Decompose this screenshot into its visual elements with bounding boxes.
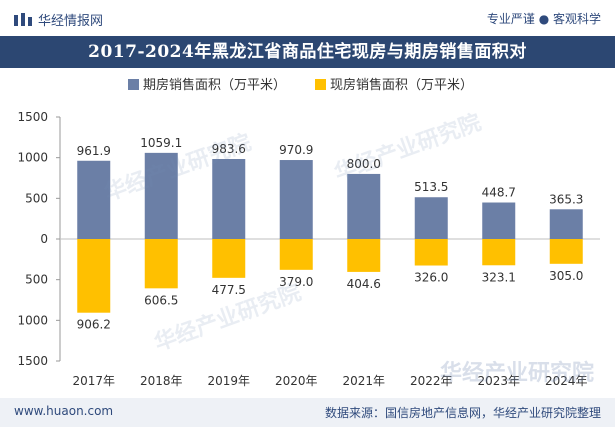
footer-source: 数据来源：国信房地产信息网，华经产业研究院整理 [324, 406, 601, 420]
legend-swatch-presale [128, 79, 139, 90]
bar-presale [279, 160, 313, 239]
y-tick-label: 1500 [17, 354, 48, 368]
slogan-b: 客观科学 [552, 12, 601, 26]
bar-completed [144, 239, 178, 289]
bar-presale [144, 152, 178, 239]
footer-website[interactable]: www.huaon.com [14, 404, 114, 418]
footer: www.huaon.com 数据来源：国信房地产信息网，华经产业研究院整理 [0, 398, 615, 427]
brand-name: 华经情报网 [38, 14, 104, 29]
x-tick-label: 2019年 [207, 374, 250, 388]
bar-presale [347, 173, 381, 239]
data-label-presale: 800.0 [347, 157, 381, 171]
bar-presale [549, 209, 583, 239]
bar-completed [482, 239, 516, 266]
bar-completed [549, 239, 583, 264]
bar-completed [347, 239, 381, 272]
top-bar: 华经情报网 专业严谨 ● 客观科学 [0, 0, 615, 36]
x-tick-label: 2018年 [140, 374, 183, 388]
data-label-completed: 404.6 [347, 277, 381, 291]
data-label-presale: 365.3 [549, 192, 583, 206]
data-label-completed: 305.0 [549, 269, 583, 283]
data-label-completed: 323.1 [482, 270, 516, 284]
y-tick-label: 500 [25, 273, 48, 287]
legend-label-presale: 期房销售面积（万平米） [143, 77, 286, 93]
data-label-presale: 983.6 [212, 142, 246, 156]
x-tick-label: 2020年 [275, 374, 318, 388]
data-label-presale: 961.9 [77, 144, 111, 158]
data-label-completed: 326.0 [414, 271, 448, 285]
bar-completed [414, 239, 448, 266]
bar-presale [77, 160, 111, 239]
slogan: 专业严谨 ● 客观科学 [487, 10, 601, 27]
data-label-completed: 906.2 [77, 318, 111, 332]
data-label-presale: 448.7 [482, 186, 516, 200]
bar-completed [77, 239, 111, 313]
y-tick-label: 500 [25, 191, 48, 205]
legend-label-completed: 现房销售面积（万平米） [330, 77, 473, 93]
y-tick-label: 1500 [17, 110, 48, 124]
chart-title: 2017-2024年黑龙江省商品住宅现房与期房销售面积对 [88, 42, 527, 62]
y-tick-label: 1000 [17, 313, 48, 327]
data-label-presale: 513.5 [414, 180, 448, 194]
y-tick-label: 0 [40, 232, 48, 246]
bullet-icon: ● [538, 12, 553, 26]
bar-presale [482, 202, 516, 239]
brand[interactable]: 华经情报网 [14, 10, 103, 29]
title-bar: 2017-2024年黑龙江省商品住宅现房与期房销售面积对 [0, 36, 615, 68]
data-label-completed: 379.0 [279, 275, 313, 289]
chart: 期房销售面积（万平米） 现房销售面积（万平米） 1500 1000 500 0 500 100… [17, 77, 600, 388]
brand-logo-icon [14, 12, 32, 26]
bar-presale [414, 197, 448, 239]
data-label-presale: 970.9 [279, 143, 313, 157]
bar-completed [279, 239, 313, 270]
x-tick-label: 2023年 [477, 374, 520, 388]
bar-completed [212, 239, 246, 278]
x-tick-label: 2024年 [545, 374, 588, 388]
x-tick-label: 2021年 [342, 374, 385, 388]
bar-presale [212, 159, 246, 239]
y-tick-label: 1000 [17, 151, 48, 165]
data-label-presale: 1059.1 [140, 136, 182, 150]
data-label-completed: 477.5 [212, 283, 246, 297]
legend-swatch-completed [315, 79, 326, 90]
x-tick-label: 2022年 [410, 374, 453, 388]
data-label-completed: 606.5 [144, 293, 178, 307]
slogan-a: 专业严谨 [486, 12, 535, 26]
x-tick-label: 2017年 [72, 374, 115, 388]
